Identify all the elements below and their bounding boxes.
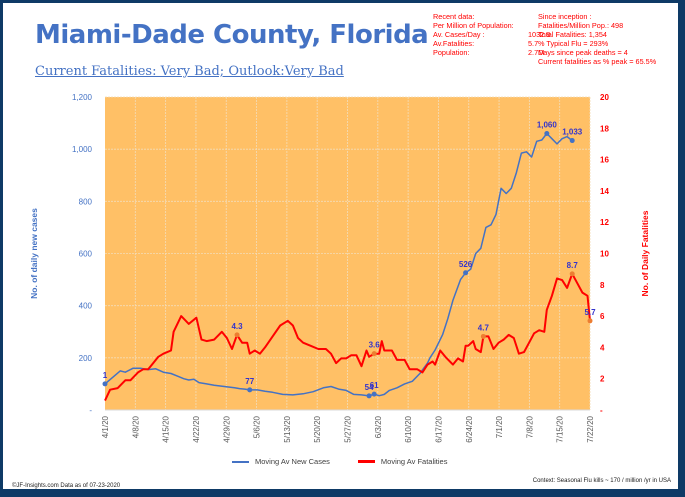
y2-tick-label: 8 <box>600 281 605 290</box>
x-tick-label: 5/13/20 <box>283 415 292 442</box>
fatalities-marker <box>587 318 593 324</box>
inception-line: Days since peak deaths = 4 <box>538 48 628 57</box>
status-subtitle: Current Fatalities: Very Bad; Outlook:Ve… <box>35 64 344 79</box>
y2-tick-label: 18 <box>600 124 609 133</box>
y-tick-label: 1,200 <box>72 93 93 102</box>
x-tick-label: 4/15/20 <box>162 415 171 442</box>
y2-axis-title: No. of Daily Fatalities <box>640 210 650 296</box>
x-tick-label: 7/15/20 <box>556 415 565 442</box>
stat-value: 2.7M <box>528 48 545 57</box>
data-label: 1 <box>103 371 108 380</box>
fatalities-marker <box>569 271 575 277</box>
cases-marker <box>544 131 550 137</box>
y-tick-label: 800 <box>79 197 93 206</box>
stat-row-fatalities: Av.Fatalities: 5.7 <box>433 39 550 48</box>
x-axis: 4/1/20 4/8/20 4/15/20 4/22/20 4/29/20 5/6/20 5… <box>101 415 595 442</box>
cases-marker <box>247 387 253 393</box>
y2-tick-label: 4 <box>600 343 605 352</box>
data-label: 4.7 <box>478 323 490 332</box>
copyright-note: ©JF-Insights.com Data as of 07-23-2020 <box>12 483 121 489</box>
legend-item-fatalities[interactable]: Moving Av Fatalities <box>357 457 448 466</box>
x-tick-label: 6/3/20 <box>374 415 383 438</box>
cases-marker <box>569 138 575 144</box>
x-tick-label: 7/8/20 <box>525 415 534 438</box>
x-tick-label: 4/22/20 <box>192 415 201 442</box>
y2-tick-label: - <box>600 406 603 415</box>
fatalities-marker <box>234 332 240 338</box>
cases-marker <box>371 391 377 397</box>
data-label: 3.6 <box>369 341 381 350</box>
legend: Moving Av New Cases Moving Av Fatalities <box>232 457 447 466</box>
stat-label: Av. Cases/Day : <box>433 30 485 39</box>
x-tick-label: 4/8/20 <box>131 415 140 438</box>
y2-tick-label: 2 <box>600 375 605 384</box>
fatalities-marker <box>480 333 486 339</box>
data-label: 4.3 <box>231 322 243 331</box>
y-tick-label: 1,000 <box>72 145 93 154</box>
recent-data-heading: Recent data: <box>433 12 475 21</box>
y-axis-right: - 2 4 6 8 10 12 14 16 18 20 <box>600 93 609 415</box>
y2-tick-label: 6 <box>600 312 605 321</box>
data-label: 54 <box>365 383 374 392</box>
page-title: Miami-Dade County, Florida <box>35 20 429 50</box>
fatalities-marker <box>371 351 377 357</box>
y-tick-label: 400 <box>79 302 93 311</box>
gridlines <box>105 96 591 411</box>
cases-marker <box>366 393 372 399</box>
since-inception-panel: Since inception : Fatalities/Million Pop… <box>538 12 656 66</box>
x-tick-label: 6/24/20 <box>465 415 474 442</box>
legend-label: Moving Av Fatalities <box>380 457 448 466</box>
data-label: 1,033 <box>562 128 583 137</box>
since-inception-heading: Since inception : <box>538 12 592 21</box>
legend-label: Moving Av New Cases <box>255 457 330 466</box>
stat-row-cases: Av. Cases/Day : 1032.8 <box>433 30 550 39</box>
x-tick-label: 4/1/20 <box>101 415 110 438</box>
x-tick-label: 4/29/20 <box>222 415 231 442</box>
inception-line: % Typical Flu = 293% <box>538 39 609 48</box>
y-tick-label: 600 <box>79 250 93 259</box>
stat-value: 1032.8 <box>528 30 551 39</box>
y2-tick-label: 16 <box>600 156 609 165</box>
context-note: Context: Seasonal Flu kills ~ 170 / mill… <box>532 478 671 484</box>
x-tick-label: 5/20/20 <box>313 415 322 442</box>
y2-tick-label: 10 <box>600 250 609 259</box>
data-label: 61 <box>370 381 379 390</box>
stat-value: 5.7 <box>528 39 539 48</box>
x-tick-label: 7/1/20 <box>495 415 504 438</box>
cases-marker <box>463 270 469 276</box>
data-label: 77 <box>245 377 254 386</box>
inception-line: Fatalities/Million Pop.: 498 <box>538 21 624 30</box>
per-million-label: Per Million of Population: <box>433 21 514 30</box>
y-tick-label: 200 <box>79 354 93 363</box>
legend-item-cases[interactable]: Moving Av New Cases <box>232 457 330 466</box>
cases-marker <box>102 381 108 387</box>
x-tick-label: 6/10/20 <box>404 415 413 442</box>
data-label: 5.7 <box>584 308 596 317</box>
inception-line: Total Fatalities: 1,354 <box>538 30 607 39</box>
data-label: 8.7 <box>567 261 579 270</box>
y2-tick-label: 12 <box>600 218 609 227</box>
y-axis-left: - 200 400 600 800 1,000 1,200 <box>72 93 93 415</box>
y-axis-title: No. of daily new cases <box>29 208 39 299</box>
stat-label: Av.Fatalities: <box>433 39 475 48</box>
inception-line: Current fatalities as % peak = 65.5% <box>538 57 657 66</box>
x-tick-label: 5/27/20 <box>344 415 353 442</box>
fatalities-line <box>104 272 591 402</box>
x-tick-label: 5/6/20 <box>253 415 262 438</box>
data-label: 526 <box>459 260 473 269</box>
y2-tick-label: 20 <box>600 93 609 102</box>
stat-row-population: Population: 2.7M <box>433 48 550 57</box>
y2-tick-label: 14 <box>600 187 609 196</box>
data-label: 1,060 <box>537 121 558 130</box>
x-tick-label: 7/22/20 <box>586 415 595 442</box>
recent-data-panel: Recent data: Per Million of Population: … <box>433 12 550 57</box>
legend-swatch-fatalities <box>357 460 375 463</box>
legend-swatch-cases <box>232 460 249 463</box>
stat-label: Population: <box>433 48 470 57</box>
y-tick-label: - <box>89 406 92 415</box>
x-tick-label: 6/17/20 <box>434 415 443 442</box>
